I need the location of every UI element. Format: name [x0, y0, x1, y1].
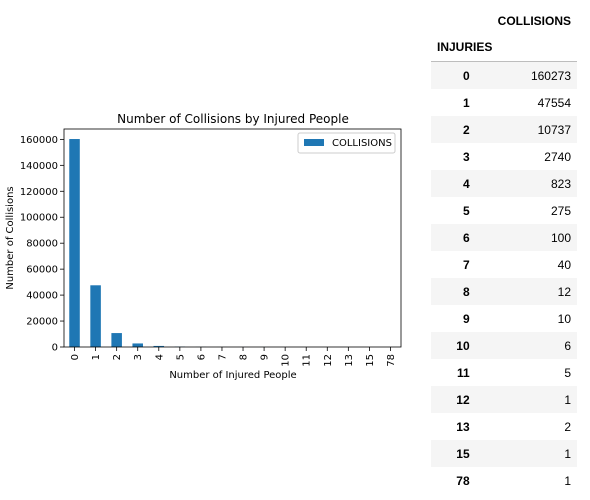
row-value: 1 — [564, 392, 571, 407]
row-index: 8 — [462, 284, 470, 299]
row-index: 5 — [462, 203, 470, 218]
row-value: 10737 — [537, 122, 571, 137]
bar — [132, 343, 143, 347]
x-tick-label: 12 — [323, 354, 334, 367]
row-value: 275 — [550, 203, 571, 218]
bars-group — [69, 139, 396, 347]
row-value: 47554 — [537, 95, 571, 110]
table-row: 1 47554 — [431, 89, 577, 116]
table-row: 8 12 — [431, 278, 577, 305]
x-tick-label: 78 — [386, 354, 397, 367]
y-axis: 0 20000 40000 60000 80000 100000 120000 140000 1… — [20, 135, 64, 354]
y-tick-label: 80000 — [26, 239, 58, 250]
row-value: 10 — [557, 311, 571, 326]
x-axis: 0 1 2 3 4 5 6 7 8 9 10 11 12 13 15 78 — [70, 347, 397, 367]
x-tick-label: 15 — [365, 354, 376, 367]
x-tick-label: 8 — [239, 354, 250, 360]
data-table: COLLISIONS INJURIES 0 160273 1 47554 2 10737 3… — [431, 8, 577, 494]
legend-label: COLLISIONS — [332, 138, 392, 149]
table-row: 2 10737 — [431, 116, 577, 143]
row-value: 100 — [550, 230, 571, 245]
row-value: 160273 — [530, 68, 571, 83]
x-tick-label: 13 — [344, 354, 355, 367]
row-index: 15 — [456, 446, 470, 461]
row-value: 2 — [564, 419, 571, 434]
x-tick-label: 11 — [302, 354, 313, 367]
x-axis-label: Number of Injured People — [169, 370, 296, 381]
row-index: 13 — [456, 419, 470, 434]
legend-box — [297, 132, 396, 154]
x-tick-label: 3 — [133, 354, 144, 360]
y-tick-label: 160000 — [20, 135, 58, 146]
y-tick-label: 100000 — [20, 213, 58, 224]
x-tick-label: 9 — [260, 354, 271, 360]
row-index: 11 — [456, 365, 470, 380]
table-row: 6 100 — [431, 224, 577, 251]
y-tick-label: 40000 — [26, 291, 58, 302]
table-row: 10 6 — [431, 332, 577, 359]
row-index: 1 — [462, 95, 470, 110]
row-value: 5 — [564, 365, 571, 380]
row-index: 0 — [462, 68, 470, 83]
row-value: 1 — [564, 446, 571, 461]
row-index: 3 — [462, 149, 470, 164]
x-tick-label: 10 — [281, 354, 292, 367]
legend: COLLISIONS — [297, 132, 396, 154]
row-value: 40 — [557, 257, 571, 272]
x-tick-label: 6 — [196, 354, 207, 360]
x-tick-label: 0 — [70, 354, 81, 360]
y-tick-label: 120000 — [20, 187, 58, 198]
legend-swatch — [304, 139, 324, 146]
table-row: 0 160273 — [431, 61, 577, 89]
table-row: 12 1 — [431, 386, 577, 413]
bar — [69, 139, 80, 347]
table-row: 3 2740 — [431, 143, 577, 170]
row-index: 9 — [462, 311, 470, 326]
bar — [153, 345, 165, 347]
table-row: 9 10 — [431, 305, 577, 332]
row-value: 1 — [564, 473, 571, 488]
bar — [90, 285, 101, 347]
y-tick-label: 60000 — [26, 265, 58, 276]
y-tick-label: 140000 — [20, 161, 58, 172]
y-tick-label: 20000 — [26, 317, 58, 328]
x-tick-label: 1 — [91, 354, 102, 360]
x-tick-label: 7 — [217, 354, 228, 360]
index-header: INJURIES — [437, 40, 493, 54]
row-value: 12 — [557, 284, 571, 299]
bar-chart: Number of Collisions by Injured People 0… — [5, 112, 402, 381]
x-tick-label: 4 — [154, 354, 165, 360]
row-index: 7 — [462, 257, 470, 272]
row-index: 78 — [456, 473, 470, 488]
y-tick-label: 0 — [52, 343, 58, 354]
x-tick-label: 2 — [112, 354, 123, 360]
table-body: 0 160273 1 47554 2 10737 3 2740 4 823 5 275 6 100 7 40 8… — [431, 61, 577, 495]
row-index: 2 — [462, 122, 470, 137]
column-header: COLLISIONS — [497, 13, 571, 28]
table-row: 78 1 — [431, 467, 577, 494]
plot-frame — [63, 128, 402, 348]
table-row: 7 40 — [431, 251, 577, 278]
table-row: 15 1 — [431, 440, 577, 467]
table-row: 13 2 — [431, 413, 577, 440]
row-index: 4 — [462, 176, 470, 191]
row-index: 10 — [456, 338, 470, 353]
bar — [111, 333, 122, 347]
x-tick-label: 5 — [175, 354, 186, 360]
row-value: 823 — [550, 176, 571, 191]
table-row: 11 5 — [431, 359, 577, 386]
table-row: 5 275 — [431, 197, 577, 224]
chart-title: Number of Collisions by Injured People — [117, 112, 349, 126]
table-row: 4 823 — [431, 170, 577, 197]
row-value: 2740 — [544, 149, 571, 164]
row-index: 6 — [462, 230, 470, 245]
row-value: 6 — [564, 338, 571, 353]
y-axis-label: Number of Collisions — [5, 186, 16, 289]
row-index: 12 — [456, 392, 470, 407]
